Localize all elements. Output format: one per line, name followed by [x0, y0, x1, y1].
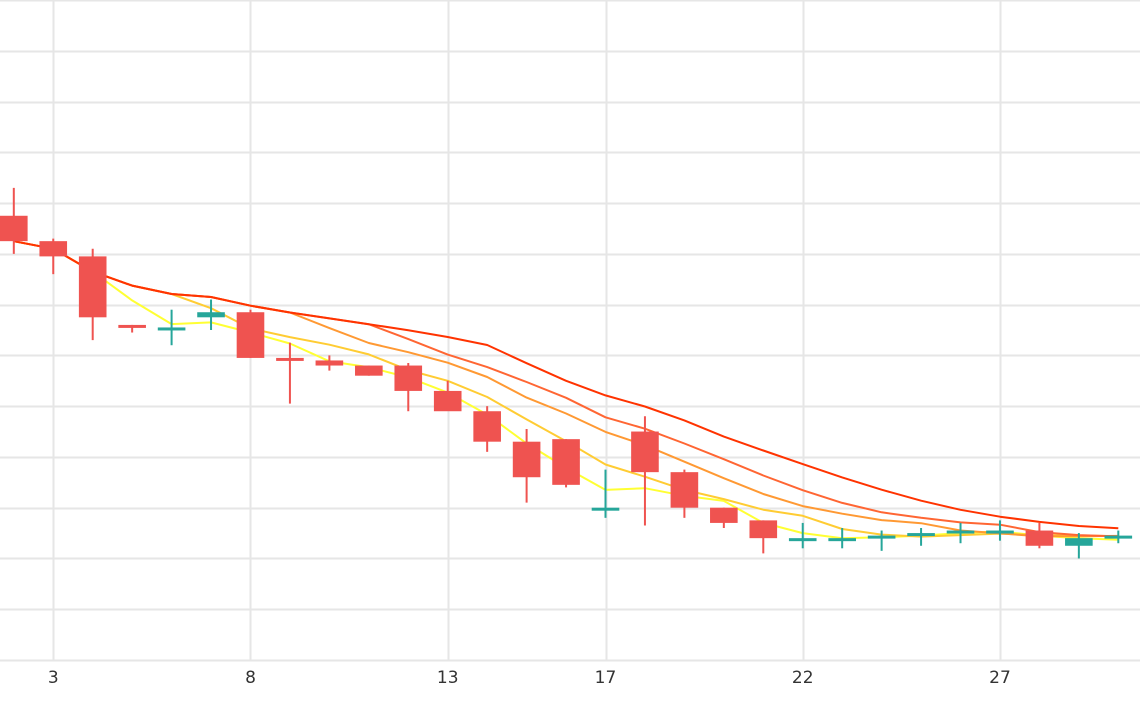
candle [78, 248, 107, 341]
candle [473, 406, 501, 452]
x-tick-label: 22 [792, 668, 814, 688]
candle [197, 299, 225, 330]
candle-body [276, 357, 304, 361]
candle [591, 469, 620, 518]
candle [552, 439, 580, 488]
moving-average-lines [13, 240, 1119, 541]
candle [0, 187, 28, 254]
candle [512, 429, 541, 503]
candle [828, 528, 856, 549]
candle-body [749, 520, 778, 539]
candle-body [591, 507, 620, 511]
x-tick-label: 8 [245, 668, 256, 688]
candle [157, 309, 186, 346]
x-tick-label: 27 [989, 668, 1011, 688]
candle-body [78, 256, 107, 318]
candle-body [157, 327, 186, 331]
moving-average-line [13, 240, 1119, 538]
candle [946, 522, 975, 544]
candle-body [39, 241, 68, 257]
candle-body [986, 530, 1014, 534]
candle [276, 342, 304, 404]
candle-body [631, 431, 659, 473]
candle-body [433, 390, 462, 412]
candle-body [946, 530, 975, 534]
moving-average-line [13, 240, 1119, 541]
candle [710, 507, 738, 528]
candle-body [118, 324, 146, 328]
candle [355, 365, 383, 376]
candle-body [710, 507, 738, 523]
x-tick-label: 3 [48, 668, 59, 688]
candle [394, 363, 423, 412]
candle [236, 309, 265, 358]
candle [1065, 533, 1093, 559]
candle [118, 324, 146, 333]
x-tick-label: 13 [437, 668, 459, 688]
candles [0, 187, 1133, 559]
candle [39, 238, 68, 275]
moving-average-line [13, 240, 1119, 538]
candle [631, 416, 659, 526]
candle-body [1025, 530, 1054, 546]
candle-body [315, 360, 344, 366]
candle-body [1104, 535, 1133, 539]
moving-average-line [13, 240, 1119, 530]
x-tick-label: 17 [595, 668, 617, 688]
candle-body [867, 535, 896, 539]
candle-body [355, 365, 383, 376]
moving-average-line [13, 240, 1119, 538]
candle-body [1065, 538, 1093, 546]
candle-body [197, 312, 225, 318]
candle-body [552, 439, 580, 485]
x-axis-ticks: 3 8 13 17 22 27 [48, 668, 1011, 688]
candle [670, 469, 699, 518]
candle-body [236, 312, 265, 358]
grid [0, 0, 1140, 662]
candle [867, 530, 896, 551]
candle-body [473, 411, 501, 442]
candle-body [394, 365, 423, 391]
candle [1025, 522, 1054, 549]
candle [986, 520, 1014, 541]
candle [315, 355, 344, 371]
candle [788, 522, 817, 549]
candle-body [0, 215, 28, 242]
candle-body [670, 472, 699, 508]
candle-body [907, 533, 935, 537]
candle-body [828, 538, 856, 542]
candle-body [512, 441, 541, 478]
candle-body [788, 538, 817, 542]
candle [907, 528, 935, 546]
candle [749, 520, 778, 554]
candle [1104, 530, 1133, 544]
candle [433, 380, 462, 412]
